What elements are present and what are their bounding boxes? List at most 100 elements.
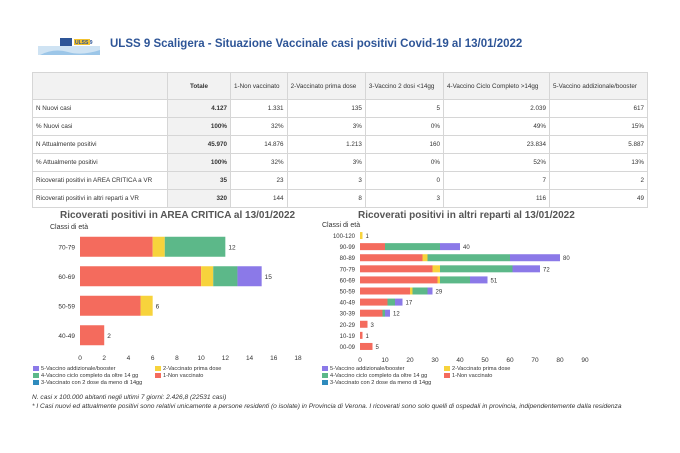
category-label: 40-49 xyxy=(340,301,356,307)
chart-altri-reparti: 0 10 20 30 40 50 60 70 80 90 100-120 1 90-99 40 80-89 8… xyxy=(333,232,589,364)
legend-item: 1-Non vaccinato xyxy=(444,373,492,379)
table-cell: 52% xyxy=(442,153,551,172)
legend-swatch xyxy=(322,373,328,379)
table-cell: 2 xyxy=(549,171,648,190)
table-cell: 32% xyxy=(230,153,288,172)
x-tick-label: 16 xyxy=(270,355,278,362)
data-label: 6 xyxy=(156,303,160,310)
table-cell: 49% xyxy=(442,117,551,136)
column-header: 3-Vaccino 2 dosi <14gg xyxy=(364,72,445,100)
x-tick-label: 40 xyxy=(456,357,464,364)
data-label: 51 xyxy=(491,278,498,284)
x-tick-label: 14 xyxy=(246,355,254,362)
x-tick-label: 80 xyxy=(556,357,564,364)
legend-swatch xyxy=(33,366,39,372)
data-label: 2 xyxy=(107,333,111,340)
bar-segment xyxy=(360,309,383,317)
table-cell: 23 xyxy=(230,171,288,190)
row-label: Ricoverati positivi in altri reparti a V… xyxy=(32,189,168,208)
bar-segment xyxy=(360,320,368,328)
bar-segment xyxy=(152,236,165,257)
table-row: N Attualmente positivi 45.970 14.876 1.2… xyxy=(32,135,648,154)
table-cell: 14.876 xyxy=(230,135,288,154)
legend-swatch xyxy=(444,366,450,372)
column-header: 2-Vaccinato prima dose xyxy=(286,72,366,100)
bar-segment xyxy=(410,287,413,295)
category-label: 60-69 xyxy=(340,278,356,284)
table-cell: 15% xyxy=(549,117,648,136)
table-cell: 32% xyxy=(230,117,288,136)
legend-item: 5-Vaccino addizionale/booster xyxy=(33,366,116,372)
table-row: % Nuovi casi 100% 32% 3% 0% 49% 15% xyxy=(32,117,648,136)
x-tick-label: 70 xyxy=(531,357,539,364)
table-cell: 320 xyxy=(167,189,231,208)
table-cell: 135 xyxy=(286,99,366,118)
legend-altri-reparti: 5-Vaccino addizionale/booster 2-Vaccinat… xyxy=(322,366,612,388)
table-cell: 35 xyxy=(167,171,231,190)
category-label: 80-89 xyxy=(340,256,356,262)
table-cell: 100% xyxy=(167,153,231,172)
data-label: 1 xyxy=(366,234,370,240)
x-tick-label: 30 xyxy=(431,357,439,364)
category-label: 40-49 xyxy=(58,333,75,340)
bar-segment xyxy=(360,254,423,262)
bar-segment xyxy=(422,254,428,262)
table-cell: 1.331 xyxy=(230,99,288,118)
category-label: 50-59 xyxy=(340,290,356,296)
table-cell: 7 xyxy=(442,171,551,190)
data-label: 12 xyxy=(228,244,236,251)
bar-segment xyxy=(385,309,390,317)
bar-segment xyxy=(440,276,470,284)
x-tick-label: 6 xyxy=(151,355,155,362)
bar-segment xyxy=(385,243,440,251)
table-cell: 1.213 xyxy=(286,135,366,154)
table-row: Ricoverati positivi in AREA CRITICA a VR… xyxy=(32,171,648,190)
bar-segment xyxy=(432,265,440,273)
table-cell: 5.887 xyxy=(549,135,648,154)
x-tick-label: 10 xyxy=(381,357,389,364)
data-label: 72 xyxy=(543,267,550,273)
data-label: 1 xyxy=(366,334,370,340)
ulss-logo: ULSS 9 xyxy=(34,36,104,58)
legend-item: 3-Vaccinato con 2 dose da meno di 14gg xyxy=(322,380,431,386)
table-cell: 8 xyxy=(286,189,366,208)
category-label: 20-29 xyxy=(340,323,356,329)
category-label: 90-99 xyxy=(340,245,356,251)
bar-segment xyxy=(440,243,460,251)
category-label: 50-59 xyxy=(58,303,75,310)
bar-segment xyxy=(164,236,226,257)
column-header: 1-Non vaccinato xyxy=(230,72,288,100)
legend-item: 2-Vaccinato prima dose xyxy=(155,366,221,372)
row-label: % Attualmente positivi xyxy=(32,153,168,172)
data-label: 80 xyxy=(563,256,570,262)
legend-swatch xyxy=(33,373,39,379)
table-cell: 160 xyxy=(364,135,445,154)
table-cell: 13% xyxy=(549,153,648,172)
bar-segment xyxy=(213,266,238,287)
category-label: 60-69 xyxy=(58,274,75,281)
table-cell: 116 xyxy=(442,189,551,208)
table-row: N Nuovi casi 4.127 1.331 135 5 2.039 617 xyxy=(32,99,648,118)
svg-text:ULSS 9: ULSS 9 xyxy=(75,40,93,46)
legend-item: 3-Vaccinato con 2 dose da meno di 14gg xyxy=(33,380,142,386)
legend-item: 2-Vaccinato prima dose xyxy=(444,366,510,372)
x-tick-label: 12 xyxy=(222,355,230,362)
bar-segment xyxy=(237,266,262,287)
category-label: 10-19 xyxy=(340,334,356,340)
bar-segment xyxy=(140,295,153,316)
table-cell: 45.970 xyxy=(167,135,231,154)
bar-segment xyxy=(360,265,433,273)
row-label: % Nuovi casi xyxy=(32,117,168,136)
bar-segment xyxy=(201,266,214,287)
table-cell: 3% xyxy=(286,153,366,172)
x-tick-label: 18 xyxy=(294,355,302,362)
summary-table: Totale 1-Non vaccinato 2-Vaccinato prima… xyxy=(32,72,648,208)
row-label: Ricoverati positivi in AREA CRITICA a VR xyxy=(32,171,168,190)
bar-segment xyxy=(427,254,510,262)
legend-swatch xyxy=(155,373,161,379)
footnote-incidence: N. casi x 100.000 abitanti negli ultimi … xyxy=(32,394,227,401)
data-label: 15 xyxy=(265,274,273,281)
table-cell: 3 xyxy=(364,189,445,208)
table-cell: 23.834 xyxy=(442,135,551,154)
bar-segment xyxy=(360,298,388,306)
